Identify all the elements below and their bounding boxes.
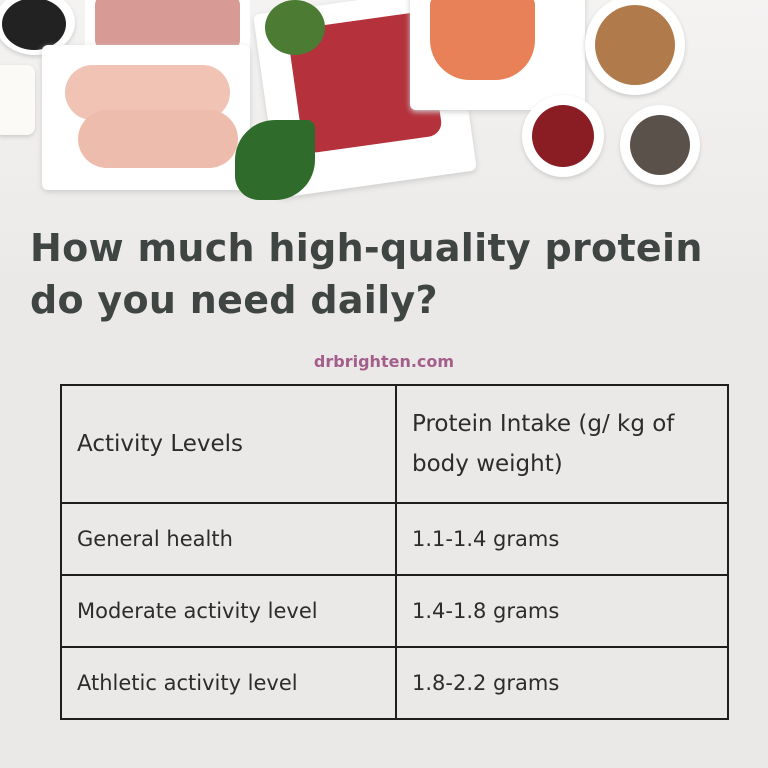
chicken-breast-2	[78, 110, 238, 168]
milk-glass	[0, 65, 35, 135]
table-row: Moderate activity level 1.4-1.8 grams	[60, 574, 729, 648]
intake-cell: 1.1-1.4 grams	[395, 502, 729, 576]
table-row: General health 1.1-1.4 grams	[60, 502, 729, 576]
red-beans	[532, 105, 594, 167]
protein-table: Activity Levels Protein Intake (g/ kg of…	[60, 384, 729, 720]
protein-foods-photo	[0, 0, 768, 272]
activity-cell: Moderate activity level	[60, 574, 397, 648]
broccoli	[265, 0, 325, 55]
salmon	[430, 0, 535, 80]
pork	[95, 0, 240, 50]
page-title: How much high-quality protein do you nee…	[30, 226, 703, 322]
header-activity-levels: Activity Levels	[60, 384, 397, 504]
hazelnuts	[595, 5, 675, 85]
chia-seeds	[630, 115, 690, 175]
website-link: drbrighten.com	[313, 352, 455, 371]
activity-cell: Athletic activity level	[60, 646, 397, 720]
table-row: Athletic activity level 1.8-2.2 grams	[60, 646, 729, 720]
header-protein-intake: Protein Intake (g/ kg of body weight)	[395, 384, 729, 504]
black-sesame	[2, 0, 66, 50]
intake-cell: 1.4-1.8 grams	[395, 574, 729, 648]
activity-cell: General health	[60, 502, 397, 576]
table-header-row: Activity Levels Protein Intake (g/ kg of…	[60, 384, 729, 504]
spinach	[235, 120, 315, 200]
intake-cell: 1.8-2.2 grams	[395, 646, 729, 720]
